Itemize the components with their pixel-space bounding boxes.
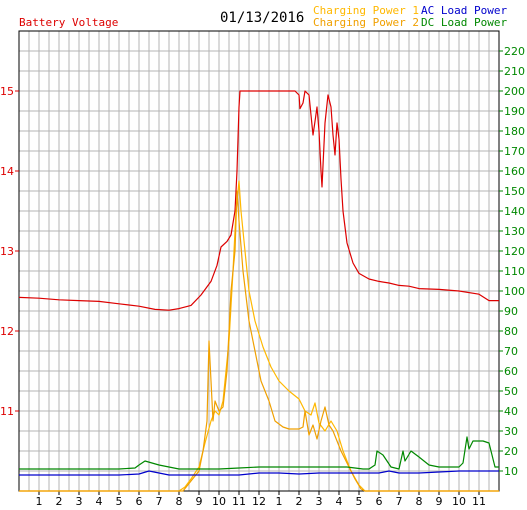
right-axis-tick-label: 30 (504, 425, 518, 438)
right-axis-tick-label: 220 (504, 45, 525, 58)
right-axis-tick-label: 180 (504, 125, 525, 138)
right-axis-tick-label: 40 (504, 405, 518, 418)
x-axis-tick-label: 7 (156, 495, 163, 508)
right-axis-tick-label: 70 (504, 345, 518, 358)
x-axis-tick-label: 11 (472, 495, 486, 508)
right-axis-tick-label: 60 (504, 365, 518, 378)
x-axis-tick-label: 4 (96, 495, 103, 508)
x-axis-tick-label: 3 (316, 495, 323, 508)
series-line-dc-load-power (19, 436, 499, 470)
x-axis-tick-label: 2 (296, 495, 303, 508)
right-axis-tick-label: 110 (504, 265, 525, 278)
x-axis-tick-label: 3 (76, 495, 83, 508)
right-axis-tick-label: 160 (504, 165, 525, 178)
series-line-ac-load-power (19, 470, 499, 476)
x-axis-tick-label: 10 (452, 495, 466, 508)
x-axis-tick-label: 8 (416, 495, 423, 508)
right-axis-tick-label: 140 (504, 205, 525, 218)
x-axis-tick-label: 11 (232, 495, 246, 508)
legend-charging-power-2: Charging Power 2 (313, 16, 419, 29)
legend-charging-power-1: Charging Power 1 (313, 4, 419, 17)
x-axis-tick-label: 5 (116, 495, 123, 508)
left-axis-tick-label: 12 (0, 325, 14, 338)
right-axis-tick-label: 120 (504, 245, 525, 258)
right-axis-tick-label: 20 (504, 445, 518, 458)
right-axis-tick-label: 130 (504, 225, 525, 238)
right-axis-tick-label: 200 (504, 85, 525, 98)
legend-ac-load-power: AC Load Power (421, 4, 508, 17)
right-axis-tick-label: 190 (504, 105, 525, 118)
x-axis-tick-label: 7 (396, 495, 403, 508)
right-axis-tick-label: 10 (504, 465, 518, 478)
left-axis-tick-label: 13 (0, 245, 14, 258)
series-line-charging-power-2 (19, 190, 499, 492)
x-axis-tick-label: 10 (212, 495, 226, 508)
left-axis-tick-label: 14 (0, 165, 14, 178)
x-axis-tick-label: 1 (276, 495, 283, 508)
left-axis-tick-label: 15 (0, 85, 14, 98)
legend-dc-load-power: DC Load Power (421, 16, 508, 29)
chart-date: 01/13/2016 (220, 10, 305, 26)
x-axis-tick-label: 6 (136, 495, 143, 508)
left-axis-tick-label: 11 (0, 405, 14, 418)
x-axis-tick-label: 8 (176, 495, 183, 508)
x-axis-tick-label: 4 (336, 495, 343, 508)
series-line-battery-voltage (18, 90, 499, 311)
x-axis-tick-label: 6 (376, 495, 383, 508)
x-axis-tick-label: 9 (436, 495, 443, 508)
right-axis-tick-label: 170 (504, 145, 525, 158)
right-axis-tick-label: 150 (504, 185, 525, 198)
series-line-charging-power-1 (19, 180, 499, 492)
right-axis-tick-label: 210 (504, 65, 525, 78)
right-axis-tick-label: 80 (504, 325, 518, 338)
x-axis-tick-label: 9 (196, 495, 203, 508)
right-axis-tick-label: 90 (504, 305, 518, 318)
x-axis-tick-label: 2 (56, 495, 63, 508)
right-axis-tick-label: 100 (504, 285, 525, 298)
left-axis-title: Battery Voltage (19, 16, 119, 29)
x-axis-tick-label: 1 (36, 495, 43, 508)
right-axis-tick-label: 50 (504, 385, 518, 398)
x-axis-tick-label: 5 (356, 495, 363, 508)
x-axis-tick-label: 12 (252, 495, 266, 508)
